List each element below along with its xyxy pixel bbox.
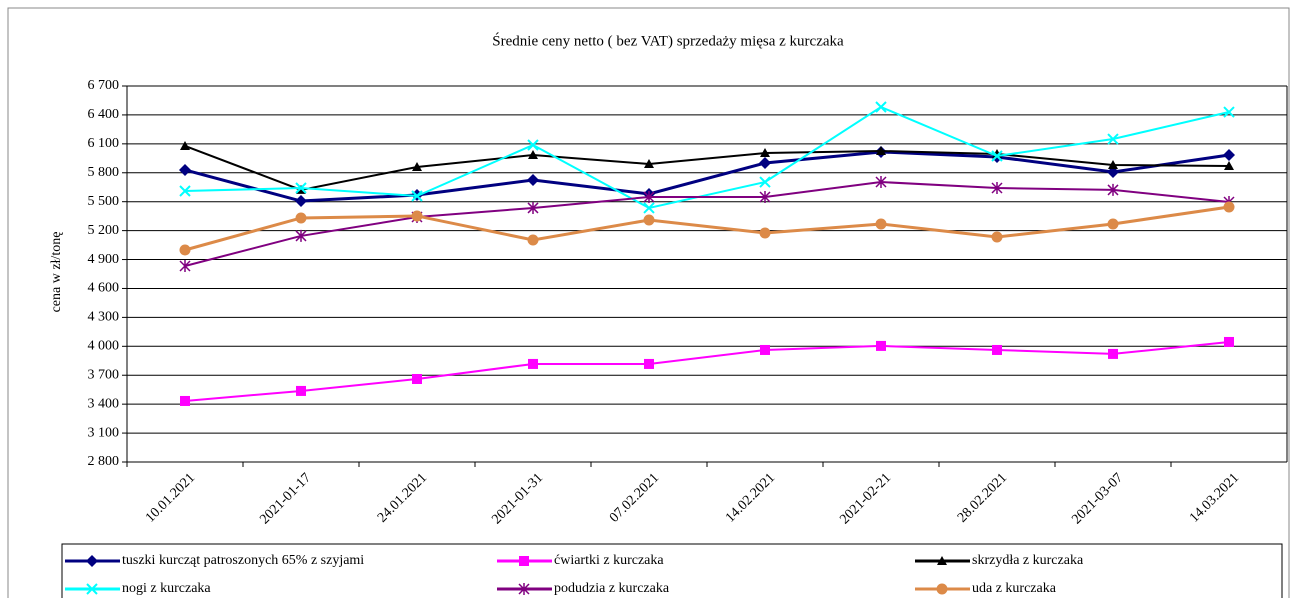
marker: [1224, 336, 1234, 347]
y-axis-label: cena w zł/tonę: [49, 232, 64, 313]
marker: [527, 234, 539, 246]
marker: [179, 259, 191, 272]
chart-frame: [7, 7, 1290, 598]
y-tick-label: 3 100: [88, 425, 120, 440]
marker: [411, 210, 423, 222]
marker: [644, 358, 654, 369]
marker: [759, 157, 771, 170]
marker: [1108, 348, 1118, 359]
marker: [1108, 159, 1118, 169]
marker: [527, 174, 539, 186]
legend-label: podudzia z kurczaka: [554, 581, 670, 596]
y-tick-label: 6 700: [88, 78, 120, 93]
marker: [86, 555, 98, 567]
legend: [61, 543, 1283, 598]
marker: [1107, 165, 1119, 178]
marker: [179, 185, 191, 197]
marker: [528, 150, 538, 160]
marker: [295, 229, 307, 242]
series-line: [184, 181, 1230, 267]
y-tick-label: 6 400: [88, 107, 120, 122]
marker: [180, 140, 190, 150]
marker: [86, 583, 98, 595]
marker: [179, 244, 191, 256]
marker: [759, 227, 771, 239]
marker: [875, 176, 887, 189]
series-line: [184, 205, 1230, 252]
marker: [643, 202, 655, 214]
y-tick-label: 5 200: [88, 223, 120, 238]
marker: [1107, 133, 1119, 145]
marker: [518, 583, 530, 595]
marker: [644, 158, 654, 168]
marker: [295, 212, 307, 224]
marker: [643, 214, 655, 226]
marker: [991, 150, 1003, 162]
marker: [875, 101, 887, 113]
marker: [759, 176, 771, 188]
y-tick-label: 4 000: [88, 339, 120, 354]
marker: [295, 195, 307, 208]
marker: [937, 556, 947, 565]
chart-title: Średnie ceny netto ( bez VAT) sprzedaży …: [492, 32, 844, 49]
y-tick-label: 4 300: [88, 310, 120, 325]
y-tick-label: 6 100: [88, 136, 120, 151]
marker: [527, 139, 539, 151]
marker: [528, 358, 538, 369]
marker: [412, 373, 422, 384]
marker: [991, 182, 1003, 195]
legend-label: tuszki kurcząt patroszonych 65% z szyjam…: [122, 553, 364, 568]
series-line: [184, 105, 1230, 210]
marker: [519, 556, 529, 566]
y-tick-label: 4 600: [88, 281, 120, 296]
marker: [412, 161, 422, 171]
y-tick-label: 5 500: [88, 194, 120, 209]
legend-label: ćwiartki z kurczaka: [554, 553, 664, 568]
series-line: [184, 150, 1230, 203]
y-tick-label: 3 700: [88, 367, 120, 382]
marker: [411, 190, 423, 202]
legend-label: uda z kurczaka: [972, 581, 1057, 596]
marker: [1223, 106, 1235, 118]
marker: [1223, 201, 1235, 213]
marker: [1223, 149, 1235, 162]
y-tick-label: 4 900: [88, 252, 120, 267]
marker: [760, 148, 770, 158]
marker: [875, 218, 887, 230]
marker: [876, 145, 886, 155]
marker: [179, 163, 191, 176]
marker: [876, 340, 886, 351]
marker: [1224, 161, 1234, 171]
y-tick-label: 2 800: [88, 454, 120, 469]
legend-label: skrzydła z kurczaka: [972, 553, 1084, 568]
marker: [643, 190, 655, 203]
marker: [527, 201, 539, 214]
marker: [991, 231, 1003, 243]
series-line: [184, 145, 1230, 191]
marker: [992, 344, 1002, 355]
y-tick-label: 3 400: [88, 396, 120, 411]
legend-label: nogi z kurczaka: [122, 581, 211, 596]
y-tick-label: 5 800: [88, 165, 120, 180]
marker: [296, 385, 306, 396]
series-line: [184, 340, 1230, 402]
marker: [1107, 183, 1119, 196]
marker: [295, 182, 307, 194]
marker: [759, 190, 771, 203]
marker: [180, 395, 190, 406]
marker: [760, 344, 770, 355]
marker: [936, 583, 948, 595]
marker: [1107, 218, 1119, 230]
